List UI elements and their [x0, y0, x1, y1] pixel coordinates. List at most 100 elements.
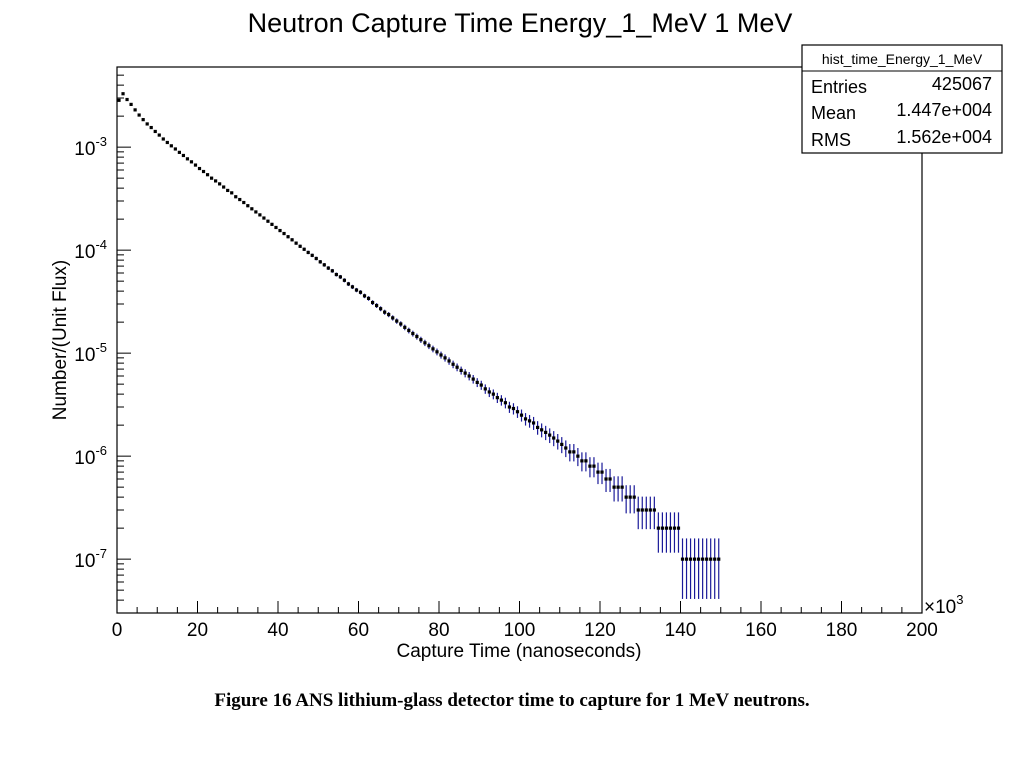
stats-mean-value: 1.447e+004: [896, 100, 992, 120]
x-axis-title: Capture Time (nanoseconds): [396, 641, 641, 662]
data-point: [137, 113, 141, 117]
data-point: [133, 108, 137, 112]
data-point: [153, 129, 157, 134]
data-point: [660, 526, 664, 530]
data-point: [648, 508, 652, 512]
y-tick-label: 10-5: [74, 340, 107, 366]
data-point: [576, 454, 580, 458]
data-point: [451, 362, 455, 366]
data-point: [254, 210, 258, 214]
data-point: [407, 328, 411, 333]
data-point: [471, 377, 475, 381]
data-point: [628, 495, 632, 499]
data-point: [519, 413, 524, 417]
y-tick-exponent: -6: [95, 443, 107, 458]
data-point: [697, 557, 701, 561]
data-point: [294, 241, 298, 245]
data-point: [129, 102, 133, 107]
data-point: [326, 266, 330, 270]
data-point: [620, 485, 624, 489]
data-point: [350, 285, 355, 289]
data-point: [423, 341, 427, 345]
data-point: [218, 182, 222, 186]
data-point: [709, 557, 713, 561]
stats-box: hist_time_Energy_1_MeV Entries 425067 Me…: [801, 44, 1003, 154]
y-axis-title: Number/(Unit Flux): [50, 260, 71, 420]
data-point: [149, 125, 153, 130]
data-point: [596, 470, 600, 474]
data-point: [487, 390, 491, 394]
y-tick-label: 10-4: [74, 237, 107, 263]
y-tick-exponent: -3: [95, 134, 107, 149]
data-point: [435, 350, 439, 354]
data-point: [358, 290, 363, 294]
data-point: [375, 303, 379, 308]
data-point: [274, 225, 278, 230]
chart-title: Neutron Capture Time Energy_1_MeV 1 MeV: [248, 8, 793, 38]
data-point: [346, 282, 351, 286]
data-point: [580, 459, 584, 463]
data-point: [479, 383, 483, 387]
data-point: [362, 294, 367, 298]
stats-box-title: hist_time_Energy_1_MeV: [822, 51, 983, 67]
data-point: [507, 405, 512, 409]
data-point: [266, 219, 270, 223]
y-tick-base: 10: [74, 448, 95, 469]
data-point: [644, 508, 648, 512]
data-point: [330, 269, 334, 273]
data-point: [201, 169, 206, 174]
data-point: [701, 557, 705, 561]
data-point: [141, 118, 145, 122]
data-point: [197, 166, 202, 171]
data-point: [189, 160, 194, 164]
data-point: [391, 316, 395, 320]
data-point: [250, 207, 254, 211]
data-point: [205, 173, 210, 177]
data-point: [713, 557, 717, 561]
data-point: [278, 228, 282, 233]
data-point: [552, 436, 556, 440]
data-point: [318, 260, 322, 264]
data-point: [688, 557, 693, 561]
data-point: [322, 263, 326, 267]
x-tick-label: 60: [348, 620, 369, 641]
data-point: [656, 526, 660, 530]
data-point: [185, 157, 190, 161]
data-point: [342, 278, 347, 282]
data-point: [338, 275, 342, 279]
axis-ticks: [116, 66, 923, 614]
data-point: [286, 235, 290, 239]
data-point: [427, 344, 431, 348]
data-point: [121, 92, 125, 96]
data-point: [383, 310, 387, 314]
data-point: [125, 97, 129, 102]
data-point: [145, 122, 149, 126]
data-point: [226, 188, 230, 193]
data-point: [310, 253, 314, 257]
data-point: [161, 137, 165, 141]
y-tick-base: 10: [74, 551, 95, 572]
data-point: [298, 244, 302, 248]
data-point: [455, 365, 459, 369]
data-point: [238, 197, 242, 202]
data-point: [366, 296, 371, 301]
data-point: [302, 247, 306, 251]
data-point: [415, 334, 419, 339]
y-tick-exponent: -7: [95, 546, 107, 561]
x-tick-label: 80: [428, 620, 449, 641]
data-point: [523, 417, 528, 421]
stats-rms-value: 1.562e+004: [896, 127, 992, 147]
data-point: [652, 508, 656, 512]
stats-box-frame: [801, 44, 1003, 154]
data-point: [676, 526, 681, 530]
data-point: [177, 150, 181, 154]
data-point: [556, 439, 560, 443]
data-point: [419, 338, 423, 342]
chart-canvas: Neutron Capture Time Energy_1_MeV 1 MeV …: [50, 8, 1003, 662]
y-tick-base: 10: [74, 345, 95, 366]
data-point: [536, 425, 540, 430]
data-point: [306, 250, 310, 255]
y-tick-base: 10: [74, 242, 95, 263]
data-points: [117, 92, 721, 599]
x-tick-label: 20: [187, 620, 208, 641]
